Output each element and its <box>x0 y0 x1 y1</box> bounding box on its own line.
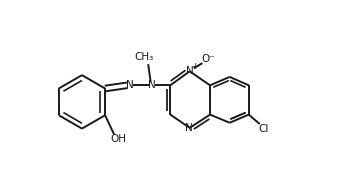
Text: OH: OH <box>111 134 126 144</box>
Text: Cl: Cl <box>259 124 269 134</box>
Text: +: + <box>192 62 199 71</box>
Text: N: N <box>126 80 134 90</box>
Text: N: N <box>185 123 193 133</box>
Text: CH₃: CH₃ <box>135 52 154 62</box>
Text: N: N <box>148 80 156 90</box>
Text: O⁻: O⁻ <box>201 54 215 64</box>
Text: N: N <box>186 66 194 76</box>
